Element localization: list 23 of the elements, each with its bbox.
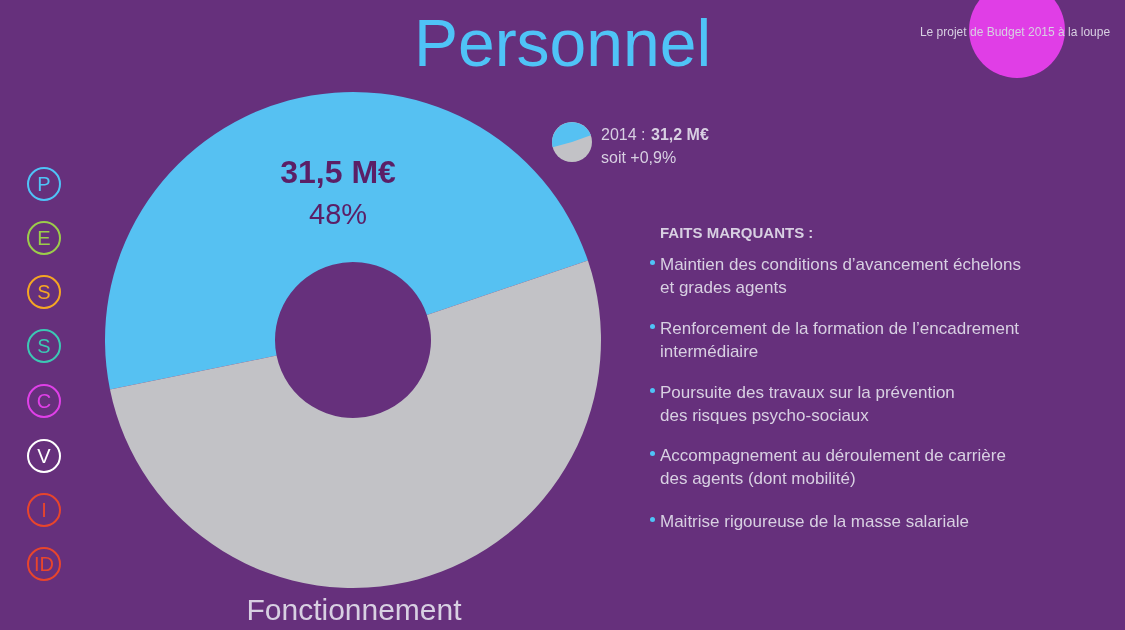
donut-slice bbox=[109, 260, 601, 588]
text: S bbox=[37, 335, 51, 357]
text: Maintien des conditions d’avancement échelons et grades agents bbox=[660, 255, 1022, 297]
text: soit +0,9% bbox=[601, 149, 677, 166]
text: 31,2 M€ bbox=[651, 126, 709, 143]
chart-title: Personnel bbox=[413, 6, 712, 80]
text: Renforcement de la formation de l’encadrement intermédiaire bbox=[660, 319, 1020, 361]
text: S bbox=[37, 281, 51, 303]
text: 2014 : bbox=[601, 126, 646, 143]
text: I bbox=[41, 499, 47, 521]
text: Le projet de Budget 2015 à la loupe bbox=[919, 25, 1111, 39]
text: Fonctionnement bbox=[246, 593, 463, 626]
text: P bbox=[37, 173, 51, 195]
text: V bbox=[37, 445, 52, 467]
text: Maitrise rigoureuse de la masse salariale bbox=[660, 512, 969, 531]
donut-slice bbox=[105, 92, 588, 390]
text: ID bbox=[34, 553, 54, 575]
text: C bbox=[36, 390, 52, 412]
text: Poursuite des travaux sur la prévention des risques psycho-sociaux bbox=[660, 383, 955, 425]
text: FAITS MARQUANTS : bbox=[660, 224, 814, 241]
data-label: 31,5 M€ 48% bbox=[280, 153, 397, 230]
text: E bbox=[37, 227, 51, 249]
text: Accompagnement au déroulement de carrière des agents (dont mobilité) bbox=[660, 446, 1006, 488]
